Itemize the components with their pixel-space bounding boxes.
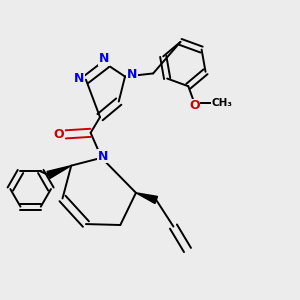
Polygon shape (47, 166, 71, 178)
Text: N: N (127, 68, 137, 82)
Polygon shape (136, 193, 158, 203)
Text: O: O (189, 99, 200, 112)
Text: CH₃: CH₃ (212, 98, 233, 108)
Text: N: N (98, 150, 108, 163)
Text: N: N (99, 52, 109, 65)
Text: N: N (74, 72, 84, 85)
Text: O: O (53, 128, 64, 141)
